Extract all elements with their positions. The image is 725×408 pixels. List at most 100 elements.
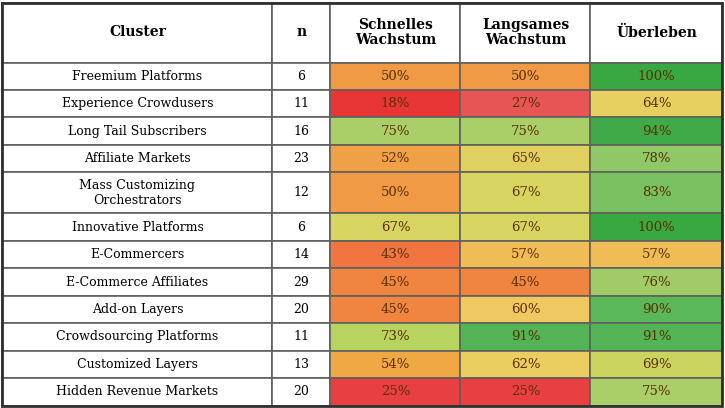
- Text: 78%: 78%: [642, 152, 671, 165]
- Text: Add-on Layers: Add-on Layers: [92, 303, 183, 316]
- Bar: [2, 62, 273, 90]
- Text: 27%: 27%: [510, 97, 540, 110]
- Bar: [331, 350, 460, 378]
- Text: 52%: 52%: [381, 152, 410, 165]
- Text: 25%: 25%: [511, 385, 540, 398]
- Bar: [590, 145, 723, 172]
- Bar: [2, 172, 273, 213]
- Text: Hidden Revenue Markets: Hidden Revenue Markets: [57, 385, 218, 398]
- Text: 50%: 50%: [381, 70, 410, 83]
- Text: 57%: 57%: [642, 248, 671, 261]
- Bar: [273, 323, 331, 350]
- Text: Experience Crowdusers: Experience Crowdusers: [62, 97, 213, 110]
- Text: 76%: 76%: [642, 275, 671, 288]
- Bar: [331, 241, 460, 268]
- Bar: [2, 2, 273, 62]
- Text: 43%: 43%: [381, 248, 410, 261]
- Text: 57%: 57%: [510, 248, 540, 261]
- Text: Mass Customizing
Orchestrators: Mass Customizing Orchestrators: [80, 179, 196, 206]
- Bar: [2, 296, 273, 323]
- Text: Long Tail Subscribers: Long Tail Subscribers: [68, 124, 207, 137]
- Text: 94%: 94%: [642, 124, 671, 137]
- Bar: [460, 378, 590, 406]
- Text: 14: 14: [294, 248, 310, 261]
- Bar: [590, 296, 723, 323]
- Bar: [460, 296, 590, 323]
- Text: 100%: 100%: [637, 70, 676, 83]
- Text: 12: 12: [294, 186, 310, 200]
- Bar: [590, 90, 723, 118]
- Text: Customized Layers: Customized Layers: [77, 358, 198, 371]
- Bar: [273, 378, 331, 406]
- Text: 45%: 45%: [381, 303, 410, 316]
- Bar: [273, 241, 331, 268]
- Bar: [273, 2, 331, 62]
- Text: 50%: 50%: [381, 186, 410, 200]
- Bar: [590, 268, 723, 296]
- Bar: [460, 323, 590, 350]
- Text: 75%: 75%: [510, 124, 540, 137]
- Bar: [590, 172, 723, 213]
- Text: 69%: 69%: [642, 358, 671, 371]
- Text: 20: 20: [294, 303, 310, 316]
- Bar: [590, 350, 723, 378]
- Bar: [460, 172, 590, 213]
- Bar: [273, 296, 331, 323]
- Bar: [273, 172, 331, 213]
- Text: 45%: 45%: [511, 275, 540, 288]
- Text: n: n: [297, 25, 307, 40]
- Bar: [331, 62, 460, 90]
- Bar: [273, 268, 331, 296]
- Text: 23: 23: [294, 152, 310, 165]
- Bar: [2, 90, 273, 118]
- Bar: [273, 350, 331, 378]
- Bar: [273, 118, 331, 145]
- Text: Schnelles
Wachstum: Schnelles Wachstum: [355, 18, 436, 47]
- Bar: [331, 172, 460, 213]
- Bar: [2, 213, 273, 241]
- Bar: [331, 296, 460, 323]
- Text: 6: 6: [297, 221, 305, 234]
- Text: 45%: 45%: [381, 275, 410, 288]
- Text: 11: 11: [294, 330, 310, 344]
- Text: 91%: 91%: [642, 330, 671, 344]
- Bar: [590, 118, 723, 145]
- Text: Freemium Platforms: Freemium Platforms: [72, 70, 202, 83]
- Text: 60%: 60%: [510, 303, 540, 316]
- Text: 6: 6: [297, 70, 305, 83]
- Text: 67%: 67%: [381, 221, 410, 234]
- Bar: [590, 241, 723, 268]
- Text: 67%: 67%: [510, 186, 540, 200]
- Text: 91%: 91%: [510, 330, 540, 344]
- Bar: [460, 268, 590, 296]
- Text: 16: 16: [294, 124, 310, 137]
- Bar: [590, 213, 723, 241]
- Bar: [460, 62, 590, 90]
- Bar: [460, 118, 590, 145]
- Text: E-Commerce Affiliates: E-Commerce Affiliates: [67, 275, 209, 288]
- Text: 75%: 75%: [381, 124, 410, 137]
- Bar: [273, 213, 331, 241]
- Bar: [331, 213, 460, 241]
- Text: 83%: 83%: [642, 186, 671, 200]
- Text: 62%: 62%: [510, 358, 540, 371]
- Text: 65%: 65%: [510, 152, 540, 165]
- Text: Crowdsourcing Platforms: Crowdsourcing Platforms: [57, 330, 219, 344]
- Text: 75%: 75%: [642, 385, 671, 398]
- Text: Überleben: Überleben: [616, 25, 697, 40]
- Bar: [2, 350, 273, 378]
- Text: 64%: 64%: [642, 97, 671, 110]
- Bar: [2, 241, 273, 268]
- Bar: [331, 378, 460, 406]
- Bar: [2, 145, 273, 172]
- Bar: [460, 90, 590, 118]
- Text: E-Commercers: E-Commercers: [91, 248, 185, 261]
- Bar: [2, 378, 273, 406]
- Text: 18%: 18%: [381, 97, 410, 110]
- Bar: [460, 213, 590, 241]
- Text: 100%: 100%: [637, 221, 676, 234]
- Text: 25%: 25%: [381, 385, 410, 398]
- Bar: [2, 118, 273, 145]
- Bar: [331, 90, 460, 118]
- Text: Langsames
Wachstum: Langsames Wachstum: [482, 18, 569, 47]
